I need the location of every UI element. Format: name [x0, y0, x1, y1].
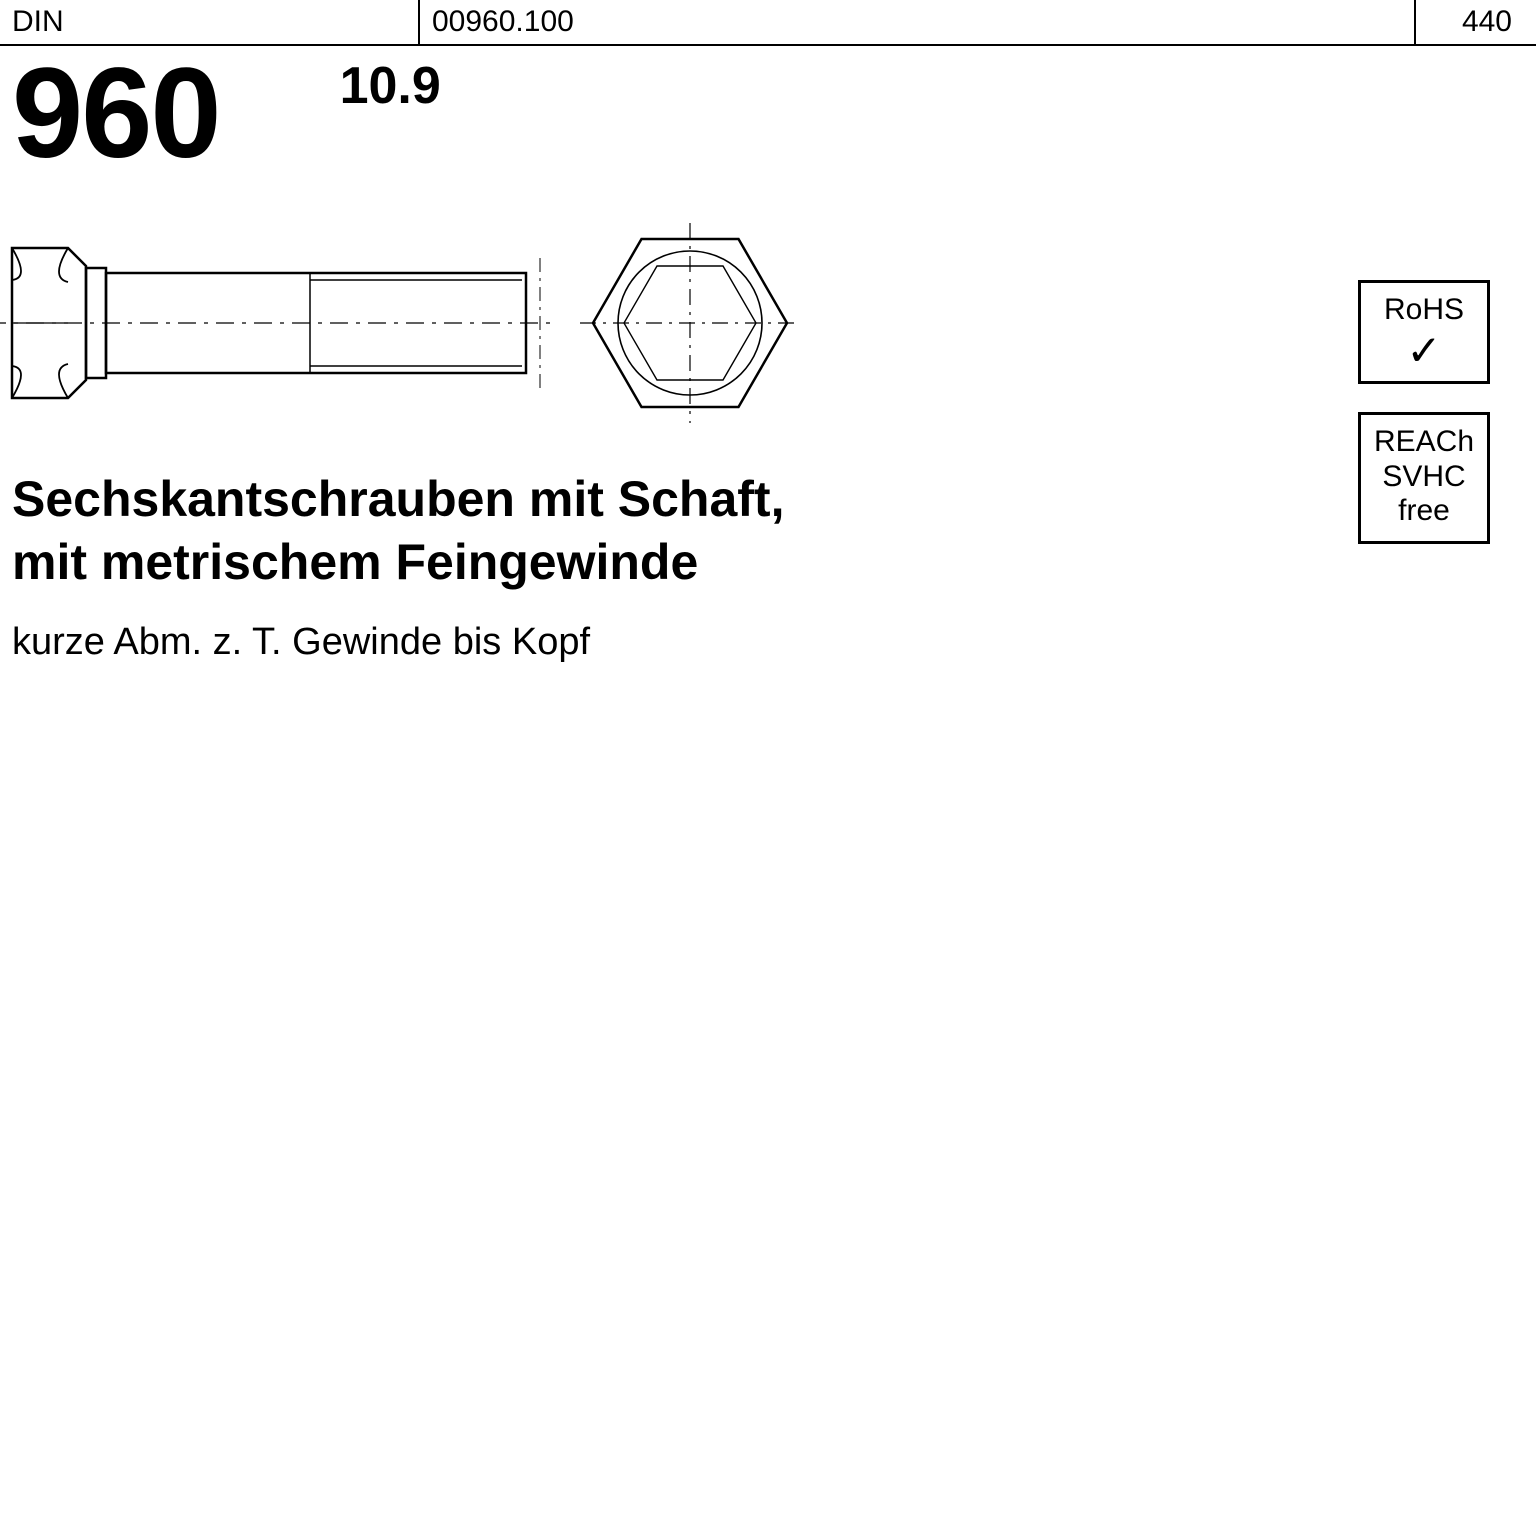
reach-line2: SVHC	[1382, 460, 1465, 493]
technical-drawing	[0, 218, 1536, 428]
compliance-badges: RoHS ✓ REACh SVHC free	[1358, 280, 1508, 572]
reach-line1: REACh	[1374, 425, 1474, 458]
header-page-ref: 440	[1416, 0, 1536, 44]
reach-badge: REACh SVHC free	[1358, 412, 1490, 544]
title-row: 960 10.9	[0, 46, 1536, 178]
header-standard-label: DIN	[0, 0, 420, 44]
bolt-diagram-svg	[0, 218, 900, 428]
header-row: DIN 00960.100 440	[0, 0, 1536, 46]
reach-line3: free	[1398, 494, 1450, 527]
description-subtitle: kurze Abm. z. T. Gewinde bis Kopf	[12, 593, 1516, 664]
desc-title-l1: Sechskantschrauben mit Schaft,	[12, 471, 784, 527]
description-block: Sechskantschrauben mit Schaft, mit metri…	[0, 428, 1536, 664]
description-title: Sechskantschrauben mit Schaft, mit metri…	[12, 468, 1516, 593]
datasheet-card: DIN 00960.100 440 960 10.9	[0, 0, 1536, 664]
desc-title-l2: mit metrischem Feingewinde	[12, 534, 698, 590]
rohs-badge: RoHS ✓	[1358, 280, 1490, 384]
check-icon: ✓	[1369, 332, 1479, 370]
header-article-code: 00960.100	[420, 0, 1416, 44]
strength-grade: 10.9	[340, 46, 441, 116]
rohs-label: RoHS	[1384, 293, 1464, 326]
standard-number: 960	[12, 46, 220, 178]
